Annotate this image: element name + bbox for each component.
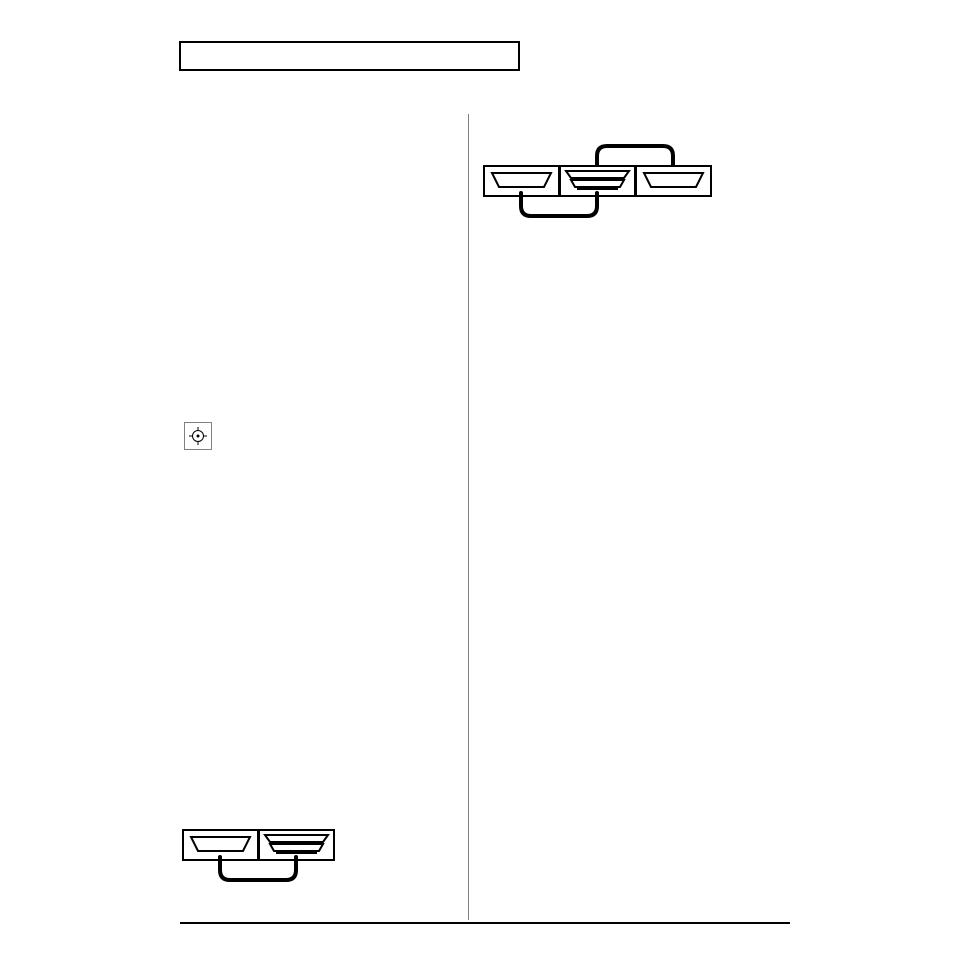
title-box xyxy=(179,41,520,71)
connector-b xyxy=(259,830,334,860)
cable-c-d xyxy=(521,193,597,216)
connectors-layer xyxy=(0,0,954,954)
footer-rule xyxy=(180,922,790,924)
connector-c xyxy=(484,166,559,196)
connector-a xyxy=(183,830,258,860)
cable-d-e xyxy=(597,146,673,169)
crosshair-icon xyxy=(188,426,208,446)
connector-e xyxy=(636,166,711,196)
cable-a-b xyxy=(220,857,296,880)
connector-d xyxy=(560,166,635,196)
page-root xyxy=(0,0,954,954)
crosshair-icon-box xyxy=(184,422,212,450)
column-divider xyxy=(468,114,469,920)
